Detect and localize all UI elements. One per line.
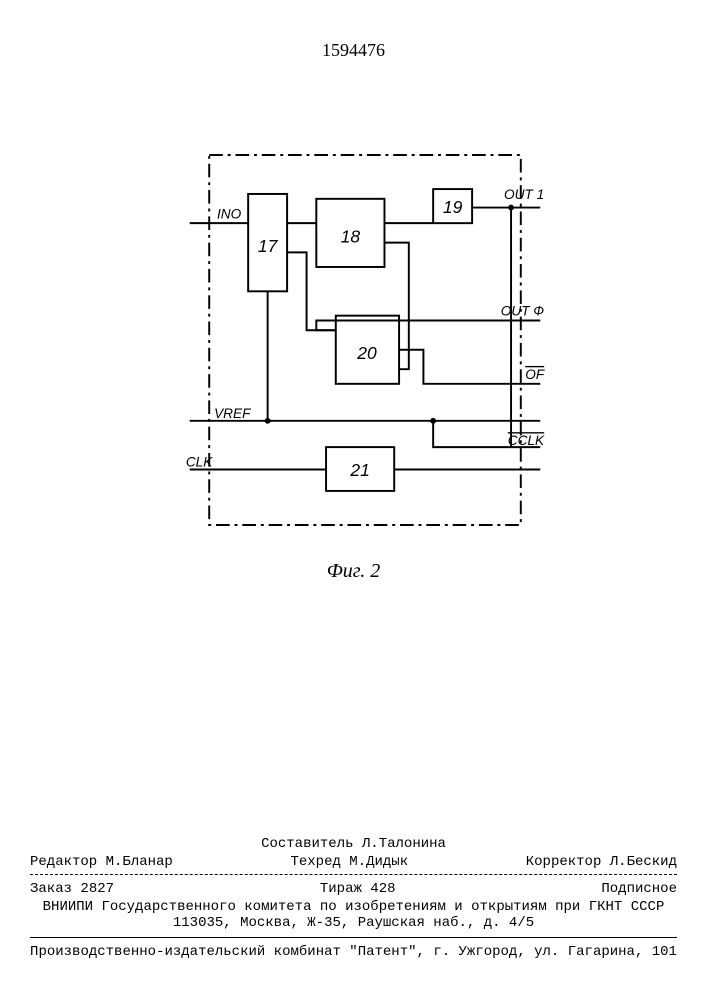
label-ino: INO <box>217 206 242 221</box>
block-19-label: 19 <box>443 197 463 217</box>
label-outf: OUT Ф <box>501 304 545 319</box>
techred-label: Техред <box>290 854 340 870</box>
tirazh-value: 428 <box>370 881 395 897</box>
label-of: OF <box>525 367 545 382</box>
block-20-label: 20 <box>356 343 377 363</box>
wire <box>399 350 540 384</box>
addr-line: 113035, Москва, Ж-35, Раушская наб., д. … <box>30 915 677 931</box>
label-vref: VREF <box>214 406 251 421</box>
label-cclk: CCLK <box>508 433 545 448</box>
order-label: Заказ <box>30 881 72 897</box>
corrector-label: Корректор <box>526 854 602 870</box>
wire <box>433 421 511 447</box>
block-diagram: 17 18 19 20 21 <box>180 130 550 550</box>
order-value: 2827 <box>80 881 114 897</box>
page-number: 1594476 <box>322 40 385 61</box>
compiler-label: Составитель <box>261 836 353 852</box>
corrector-name: Л.Бескид <box>610 854 677 870</box>
compiler-name: Л.Талонина <box>362 836 446 852</box>
footer-block: Составитель Л.Талонина Редактор М.Бланар… <box>30 834 677 960</box>
label-clk: CLK <box>186 455 213 470</box>
wire <box>511 208 540 448</box>
editor-label: Редактор <box>30 854 97 870</box>
figure-label: Фиг. 2 <box>327 560 381 583</box>
block-17-label: 17 <box>258 236 279 256</box>
techred-name: М.Дидык <box>349 854 408 870</box>
block-18-label: 18 <box>341 226 361 246</box>
org-line: ВНИИПИ Государственного комитета по изоб… <box>30 899 677 915</box>
tirazh-label: Тираж <box>320 881 362 897</box>
editor-name: М.Бланар <box>106 854 173 870</box>
block-21-label: 21 <box>349 460 369 480</box>
printer-line: Производственно-издательский комбинат "П… <box>30 944 677 960</box>
label-out1: OUT 1 <box>504 187 544 202</box>
subscription: Подписное <box>601 881 677 897</box>
